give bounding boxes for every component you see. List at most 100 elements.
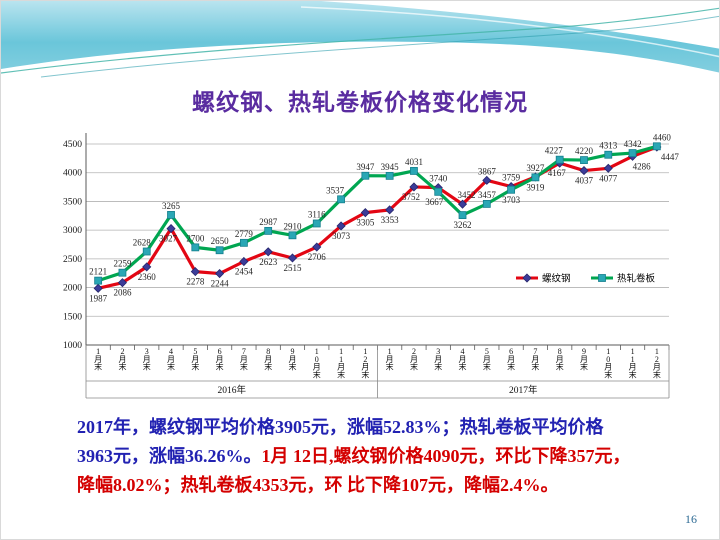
summary-segment: 3963元，涨幅36.26%。 [77,446,262,466]
data-point-marker [409,182,419,192]
data-label: 3945 [381,162,400,172]
month-label: 1 1 月末 [629,347,637,379]
data-label: 3027 [159,234,178,244]
data-point-marker [215,268,225,279]
data-label: 3919 [526,182,545,192]
x-axis-year-labels: 2016年 2017年 [217,384,538,396]
month-label: 1 2 月末 [653,347,661,379]
header-bottom-swoosh [1,41,719,93]
data-label: 3667 [425,197,444,207]
header-swoosh-decoration [1,1,719,93]
data-point-marker [190,267,200,277]
data-label: 4031 [405,157,423,167]
data-label: 2628 [133,238,152,248]
data-label: 2779 [235,229,254,239]
data-label: 3116 [308,209,326,219]
header-thin-teal-curve-1 [1,7,719,74]
data-point-marker [288,231,297,240]
month-label: 5 月末 [191,347,199,372]
data-label: 3353 [381,215,400,225]
data-point-marker [337,195,345,204]
data-label: 3759 [502,173,520,183]
data-label: 2515 [283,263,302,273]
data-label: 2244 [211,279,230,289]
data-label: 3265 [162,201,181,211]
data-label: 2650 [211,236,230,246]
month-label: 1 月末 [94,347,102,372]
data-point-marker [336,221,346,231]
data-point-marker [579,166,589,176]
data-label: 2987 [259,217,278,227]
data-label: 2700 [186,233,205,243]
data-point-marker [312,219,321,228]
data-point-marker [385,171,394,180]
chart-legend: 螺纹钢 热轧卷板 [516,273,656,285]
data-point-marker [604,150,613,159]
data-point-marker [167,211,175,219]
data-label: 4227 [545,146,564,156]
data-label: 3262 [454,220,472,230]
data-label: 2623 [259,257,278,267]
series-polyline [96,144,659,283]
y-axis-tick-label: 2500 [63,255,82,265]
data-label: 3457 [478,190,497,200]
month-label: 4 月末 [167,347,175,372]
month-label: 1 月末 [386,347,394,372]
summary-text: 2017年，螺纹钢平均价格3905元，涨幅52.83%；热轧卷板平均价格 3963… [77,413,669,500]
axes [85,133,670,399]
y-axis-tick-label: 1500 [63,312,82,322]
data-point-marker [628,149,637,157]
data-point-marker [360,208,370,218]
data-point-marker [434,187,443,196]
year-label: 2016年 [217,384,246,396]
data-point-marker [142,262,152,272]
legend-marker [522,273,532,283]
data-point-marker [215,246,224,255]
data-point-marker [142,247,151,256]
month-label: 9 月末 [580,347,588,372]
data-label: 2910 [283,221,302,231]
month-label: 7 月末 [240,347,248,372]
header-top-right-wedge [321,1,719,49]
summary-line: 3963元，涨幅36.26%。1月 12日,螺纹钢价格4090元，环比下降357… [77,442,669,471]
y-axis-tick-label: 2000 [63,284,82,294]
year-label: 2017年 [509,384,538,396]
slide-title: 螺纹钢、热轧卷板价格变化情况 [192,90,528,115]
data-label: 4447 [661,152,680,162]
data-label: 3305 [356,218,375,228]
data-label: 4037 [575,176,594,186]
summary-line: 2017年，螺纹钢平均价格3905元，涨幅52.83%；热轧卷板平均价格 [77,413,669,442]
data-point-marker [118,268,127,277]
legend-label: 热轧卷板 [617,273,656,285]
series-line-rebar [93,142,662,293]
summary-line: 降幅8.02%；热轧卷板4353元，环 比下降107元，降幅2.4%。 [77,471,669,500]
data-label: 3947 [356,162,375,172]
y-axis-labels: 1000 1500 2000 2500 3000 3500 4000 4500 [63,140,82,351]
gridlines [86,143,669,346]
summary-segment: 2017年，螺纹钢平均价格3905元，涨幅52.83%；热轧卷板平均价格 [77,417,604,437]
y-axis-tick-label: 3000 [63,226,82,236]
data-point-marker [580,156,588,164]
series-line-hrc [94,142,661,285]
y-axis-tick-label: 3500 [63,197,82,207]
month-label: 6 月末 [216,347,224,372]
page-number: 16 [685,512,697,526]
month-label: 1 2 月末 [361,347,369,379]
data-label: 4286 [633,161,652,171]
legend-label: 螺纹钢 [542,273,571,285]
month-label: 3 月末 [143,347,151,372]
data-point-marker [94,276,103,285]
month-label: 4 月末 [459,347,467,372]
data-point-marker [239,238,248,247]
data-label: 4342 [624,139,642,149]
month-label: 1 0 月末 [604,347,612,379]
data-point-marker [457,199,468,209]
month-label: 5 月末 [483,347,491,372]
data-label: 2454 [235,266,254,276]
data-label: 4313 [599,141,618,151]
data-point-marker [482,199,491,208]
data-label: 4220 [575,146,594,156]
month-label: 2 月末 [118,347,126,372]
data-label: 3927 [526,163,545,173]
